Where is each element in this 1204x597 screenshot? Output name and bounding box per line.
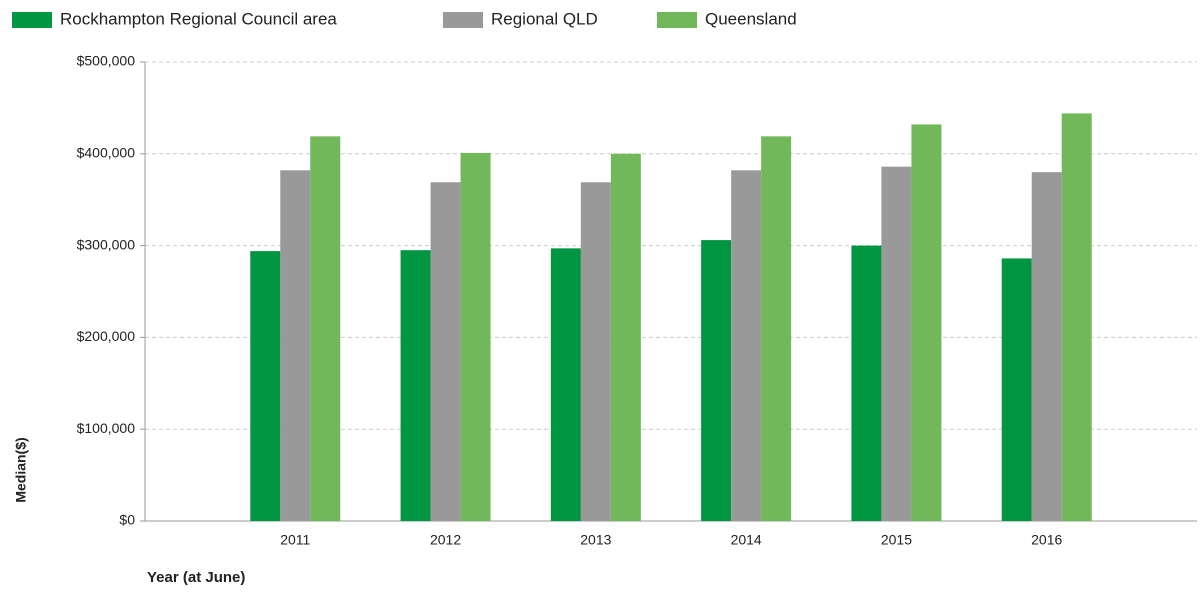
bar (731, 170, 762, 521)
y-tick-label: $100,000 (77, 420, 136, 436)
y-tick-label: $500,000 (77, 53, 136, 69)
x-tick-label: 2016 (1031, 532, 1062, 548)
x-tick-label: 2012 (430, 532, 461, 548)
bar (430, 182, 461, 521)
bar (1001, 258, 1032, 521)
legend-swatch (443, 12, 483, 28)
bar (701, 240, 732, 522)
bar (881, 166, 912, 522)
bar (250, 251, 281, 521)
x-tick-label: 2015 (881, 532, 912, 548)
x-tick-label: 2013 (580, 532, 611, 548)
bar (911, 124, 942, 521)
x-tick-label: 2011 (280, 532, 310, 548)
legend-swatch (12, 12, 52, 28)
bar (280, 170, 311, 521)
legend-label: Rockhampton Regional Council area (60, 9, 337, 28)
bar (310, 136, 341, 521)
bar (400, 250, 431, 521)
bar (851, 245, 882, 521)
legend-label: Queensland (705, 9, 797, 28)
legend-swatch (657, 12, 697, 28)
legend-label: Regional QLD (491, 9, 598, 28)
bar (610, 153, 641, 522)
bar (550, 248, 581, 521)
y-tick-label: $200,000 (77, 328, 136, 344)
bar (1031, 172, 1062, 521)
x-tick-label: 2014 (731, 532, 762, 548)
y-axis-title: Median($) (13, 437, 29, 502)
bar (761, 136, 792, 521)
x-axis-title: Year (at June) (147, 569, 245, 586)
y-tick-label: $0 (119, 512, 135, 528)
y-tick-label: $400,000 (77, 145, 136, 161)
bar (460, 152, 491, 521)
bar (580, 182, 611, 521)
y-tick-label: $300,000 (77, 236, 136, 252)
bar (1061, 113, 1092, 522)
